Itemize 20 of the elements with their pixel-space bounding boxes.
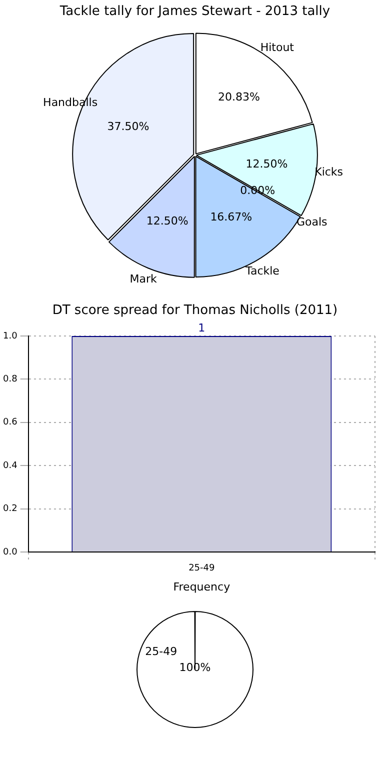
- chart-title: Tackle tally for James Stewart - 2013 tally: [58, 3, 332, 21]
- slice-label: Hitout: [260, 40, 295, 54]
- y-tick-label: 0.0: [2, 547, 18, 558]
- data-label: 16.67%: [210, 210, 252, 224]
- data-label: 12.50%: [246, 157, 288, 170]
- y-tick-label: 0.4: [2, 460, 18, 471]
- y-tick-label: 0.8: [2, 374, 18, 385]
- data-label: 20.83%: [218, 90, 260, 104]
- data-label: 1: [198, 321, 206, 334]
- slice-label: Mark: [130, 272, 158, 286]
- x-axis-title: Frequency: [173, 580, 231, 594]
- data-label: 12.50%: [146, 214, 188, 228]
- slice-label: 25-49: [145, 644, 178, 658]
- chart-title: DT score spread for Thomas Nicholls (2011): [51, 302, 339, 320]
- slice-label: Tackle: [244, 264, 280, 278]
- y-tick-label: 0.2: [2, 504, 18, 514]
- y-tick-label: 1.0: [2, 331, 18, 342]
- category-label: Goals: [296, 215, 328, 228]
- y-tick-label: 0.6: [2, 418, 18, 428]
- data-label: 37.50%: [107, 120, 150, 134]
